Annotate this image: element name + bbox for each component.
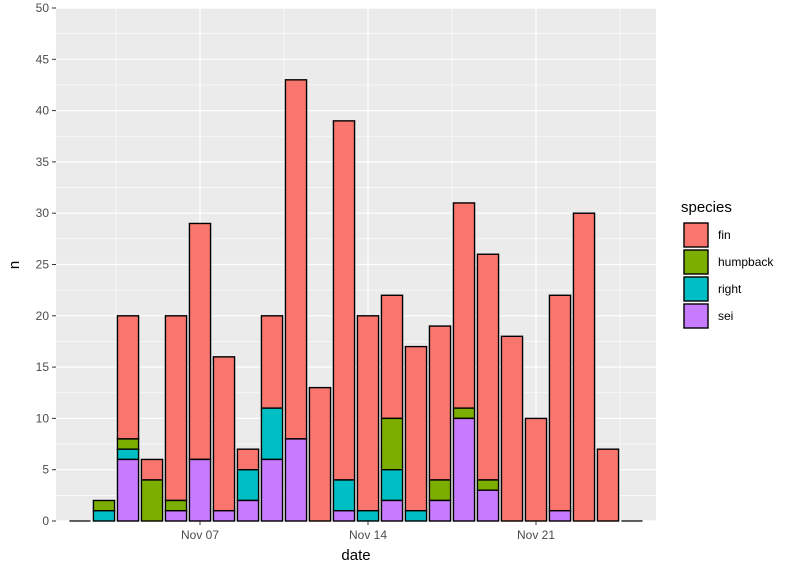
- y-tick-label: 15: [36, 360, 50, 374]
- y-axis: 0 5 10 15 20 25 30 35 40 45 50: [36, 1, 56, 528]
- bar-segment-humpback: [452, 407, 476, 420]
- bar-segment-fin: [188, 222, 212, 461]
- legend-label-sei: sei: [718, 309, 733, 323]
- bar-segment-right: [356, 510, 380, 522]
- bar-segment-humpback: [92, 499, 116, 512]
- bar-segment-sei: [164, 510, 188, 522]
- bar-segment-sei: [212, 510, 236, 522]
- bar-segment-sei: [188, 458, 212, 522]
- legend-title: species: [681, 199, 732, 216]
- legend-key-sei: [683, 303, 709, 329]
- bar-segment-fin: [116, 315, 140, 440]
- bar-segment-fin: [404, 345, 428, 512]
- bar-segment-right: [404, 510, 428, 522]
- y-tick-label: 5: [42, 463, 49, 477]
- bar-segment-fin: [380, 294, 404, 420]
- bar-segment-right: [260, 407, 284, 461]
- y-tick-label: 35: [36, 155, 50, 169]
- bar-segment-fin: [212, 356, 236, 512]
- bar-segment-fin: [476, 253, 500, 481]
- legend-key-fin: [683, 222, 709, 248]
- x-tick-label: Nov 07: [181, 528, 219, 542]
- y-tick-label: 40: [36, 104, 50, 118]
- y-axis-title: n: [6, 261, 23, 269]
- y-tick-label: 45: [36, 52, 50, 66]
- x-axis: Nov 07 Nov 14 Nov 21: [181, 521, 555, 542]
- bar-segment-fin: [524, 417, 548, 522]
- legend-label-humpback: humpback: [718, 255, 774, 269]
- bar-segment-sei: [284, 438, 308, 522]
- bar-segment-fin: [452, 202, 476, 409]
- bar-segment-humpback: [380, 417, 404, 471]
- bar-segment-right: [116, 448, 140, 461]
- bar-segment-humpback: [140, 479, 164, 522]
- legend-key-right: [683, 276, 709, 302]
- bar-segment-sei: [476, 489, 500, 522]
- bars: [69, 79, 643, 522]
- bar-segment-right: [236, 469, 260, 502]
- x-axis-title: date: [341, 547, 370, 564]
- bar-segment-humpback: [116, 438, 140, 450]
- bar-segment-fin: [332, 120, 356, 481]
- bar-segment-sei: [548, 510, 572, 522]
- bar-segment-sei: [332, 510, 356, 522]
- x-tick-label: Nov 14: [349, 528, 387, 542]
- bar-segment-fin: [236, 448, 260, 471]
- bar-segment-fin: [500, 335, 524, 522]
- bar-segment-sei: [428, 499, 452, 522]
- bar-segment-sei: [380, 499, 404, 522]
- bar-segment-fin: [260, 315, 284, 409]
- bar-segment-humpback: [428, 479, 452, 502]
- y-tick-label: 10: [36, 411, 50, 425]
- bar-segment-fin: [572, 212, 596, 522]
- legend-label-fin: fin: [718, 228, 731, 242]
- legend: species fin humpback right sei: [681, 199, 774, 329]
- y-tick-label: 25: [36, 258, 50, 272]
- bar-segment-fin: [164, 315, 188, 502]
- bar-segment-fin: [428, 325, 452, 481]
- bar-segment-sei: [116, 458, 140, 522]
- legend-key-humpback: [683, 249, 709, 275]
- bar-segment-fin: [284, 79, 308, 440]
- bar-segment-sei: [260, 458, 284, 522]
- y-tick-label: 0: [42, 514, 49, 528]
- bar-segment-right: [380, 469, 404, 502]
- bar-segment-right: [332, 479, 356, 512]
- y-tick-label: 20: [36, 309, 50, 323]
- bar-segment-fin: [596, 448, 620, 522]
- bar-segment-humpback: [164, 499, 188, 512]
- bar-segment-sei: [236, 499, 260, 522]
- legend-label-right: right: [718, 282, 742, 296]
- bar-segment-fin: [356, 315, 380, 512]
- y-tick-label: 50: [36, 1, 50, 15]
- bar-segment-fin: [140, 458, 164, 481]
- bar-segment-fin: [308, 386, 332, 522]
- x-tick-label: Nov 21: [517, 528, 555, 542]
- bar-segment-humpback: [476, 479, 500, 491]
- bar-segment-sei: [452, 417, 476, 522]
- y-tick-label: 30: [36, 206, 50, 220]
- bar-segment-right: [92, 510, 116, 522]
- bar-segment-fin: [548, 294, 572, 512]
